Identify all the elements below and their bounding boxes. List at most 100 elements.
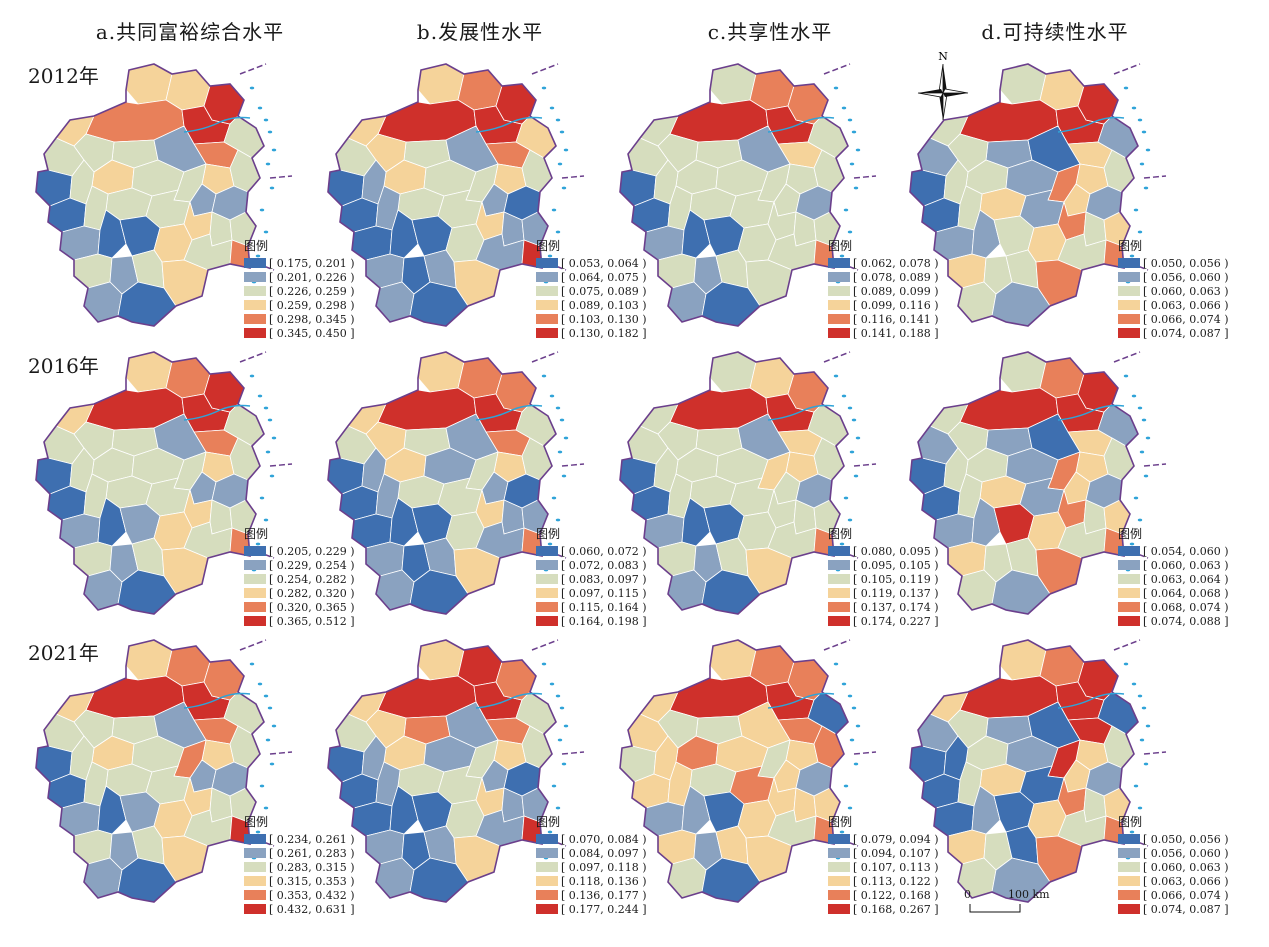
legend-swatch [536,258,558,268]
island-shape [271,436,277,440]
island-shape [1143,474,1149,478]
choropleth-map [909,351,1167,615]
legend-range-label: [ 0.130, 0.182 ] [561,326,647,340]
legend-swatch [1118,546,1140,556]
legend-range-label: [ 0.078, 0.089 ) [853,270,939,284]
island-shape [1137,518,1143,522]
legend-item: [ 0.115, 0.164 ) [536,600,651,614]
sea-boundary-line [531,63,559,75]
sea-boundary-line [1143,463,1167,467]
river-line [183,116,251,133]
sea-boundary-line [269,175,293,179]
legend-range-label: [ 0.079, 0.094 ) [853,832,939,846]
legend-item: [ 0.137, 0.174 ) [828,600,943,614]
map-legend: 图例[ 0.205, 0.229 )[ 0.229, 0.254 )[ 0.25… [244,525,359,628]
legend-swatch [536,286,558,296]
legend-item: [ 0.168, 0.267 ] [828,902,943,916]
legend-swatch [244,876,266,886]
island-shape [1139,738,1145,742]
island-shape [259,208,265,212]
legend-range-label: [ 0.062, 0.078 ) [853,256,939,270]
sea-boundary-line [1143,751,1167,755]
legend-range-label: [ 0.226, 0.259 ) [269,284,355,298]
legend-range-label: [ 0.261, 0.283 ) [269,846,355,860]
legend-swatch [244,314,266,324]
legend-range-label: [ 0.234, 0.261 ) [269,832,355,846]
sea-boundary-line [561,463,585,467]
legend-swatch [1118,328,1140,338]
island-shape [1129,542,1135,546]
legend-swatch [1118,314,1140,324]
island-shape [551,496,557,500]
legend-swatch [1118,300,1140,310]
legend-item: [ 0.141, 0.188 ] [828,326,943,340]
legend-title: 图例 [828,527,853,541]
legend-title: 图例 [536,239,561,253]
map-legend: 图例[ 0.175, 0.201 )[ 0.201, 0.226 )[ 0.22… [244,237,359,340]
legend-range-label: [ 0.105, 0.119 ) [853,572,939,586]
legend-range-label: [ 0.097, 0.118 ) [561,860,647,874]
legend-swatch [244,560,266,570]
legend-item: [ 0.130, 0.182 ] [536,326,651,340]
province-boundary [327,639,557,903]
island-shape [847,518,853,522]
legend-title: 图例 [1118,239,1143,253]
legend-item: [ 0.072, 0.083 ) [536,558,651,572]
river-line [767,692,835,709]
island-shape [557,450,563,454]
legend-swatch [536,848,558,858]
island-shape [847,230,853,234]
island-shape [1131,682,1137,686]
legend-swatch [828,904,850,914]
island-shape [257,106,263,110]
legend-item: [ 0.089, 0.099 ) [828,284,943,298]
legend-item: [ 0.298, 0.345 ) [244,312,359,326]
island-shape [1137,406,1143,410]
island-shape [263,694,269,698]
legend-swatch [536,876,558,886]
legend-item: [ 0.078, 0.089 ) [828,270,943,284]
legend-range-label: [ 0.089, 0.103 ) [561,298,647,312]
legend-range-label: [ 0.053, 0.064 ) [561,256,647,270]
island-shape [547,542,553,546]
legend-item: [ 0.118, 0.136 ) [536,874,651,888]
island-shape [833,86,839,90]
legend-item: [ 0.174, 0.227 ] [828,614,943,628]
legend-swatch [828,328,850,338]
legend-swatch [1118,560,1140,570]
island-shape [269,762,275,766]
island-shape [849,162,855,166]
legend-item: [ 0.432, 0.631 ] [244,902,359,916]
island-shape [847,694,853,698]
legend-item: [ 0.345, 0.450 ] [244,326,359,340]
legend-range-label: [ 0.063, 0.066 ) [1143,874,1229,888]
choropleth-map [909,63,1167,327]
map-panel-c-2: 图例[ 0.079, 0.094 )[ 0.094, 0.107 )[ 0.10… [612,628,939,918]
legend-swatch [244,272,266,282]
map-legend: 图例[ 0.060, 0.072 )[ 0.072, 0.083 )[ 0.08… [536,525,651,628]
legend-range-label: [ 0.060, 0.063 ) [1143,284,1229,298]
island-shape [849,450,855,454]
island-shape [1123,86,1129,90]
legend-swatch [244,574,266,584]
legend-range-label: [ 0.074, 0.087 ] [1143,902,1229,916]
legend-item: [ 0.175, 0.201 ) [244,256,359,270]
island-shape [271,724,277,728]
legend-item: [ 0.064, 0.075 ) [536,270,651,284]
sea-boundary-line [823,639,851,651]
island-shape [1137,230,1143,234]
island-shape [257,394,263,398]
sea-boundary-line [531,639,559,651]
island-shape [1131,106,1137,110]
legend-item: [ 0.060, 0.063 ) [1118,860,1233,874]
legend-swatch [828,876,850,886]
island-shape [265,450,271,454]
legend-range-label: [ 0.201, 0.226 ) [269,270,355,284]
island-shape [851,418,857,422]
island-shape [557,162,563,166]
island-shape [1133,208,1139,212]
legend-item: [ 0.229, 0.254 ) [244,558,359,572]
island-shape [265,738,271,742]
legend-range-label: [ 0.174, 0.227 ] [853,614,939,628]
island-shape [839,542,845,546]
